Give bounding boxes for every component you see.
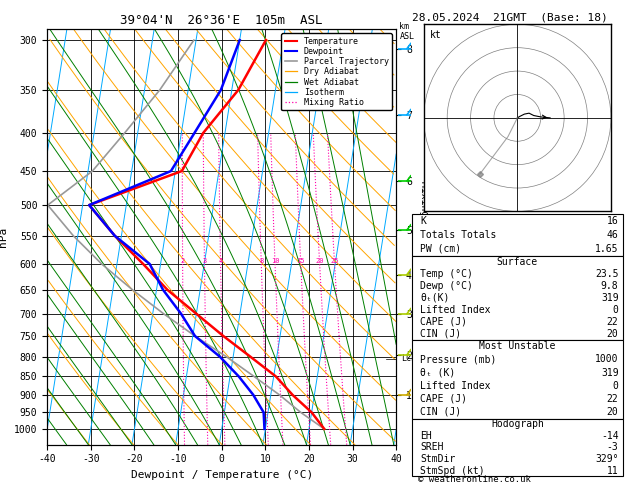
Text: 9.8: 9.8: [601, 281, 618, 291]
X-axis label: Dewpoint / Temperature (°C): Dewpoint / Temperature (°C): [131, 470, 313, 480]
Text: 2: 2: [181, 258, 185, 264]
Text: CIN (J): CIN (J): [420, 407, 462, 417]
Text: θₜ(K): θₜ(K): [420, 293, 450, 303]
Text: LCL: LCL: [401, 354, 416, 364]
Text: 22: 22: [607, 394, 618, 404]
Text: km
ASL: km ASL: [399, 22, 415, 41]
Text: 20: 20: [607, 329, 618, 339]
Text: Lifted Index: Lifted Index: [420, 305, 491, 315]
Text: CAPE (J): CAPE (J): [420, 317, 467, 327]
Text: 0: 0: [613, 305, 618, 315]
Text: PW (cm): PW (cm): [420, 244, 462, 254]
Text: 319: 319: [601, 293, 618, 303]
Text: SREH: SREH: [420, 442, 444, 452]
Text: 16: 16: [607, 216, 618, 226]
Text: Lifted Index: Lifted Index: [420, 381, 491, 391]
Text: 1000: 1000: [595, 354, 618, 364]
Text: 23.5: 23.5: [595, 269, 618, 279]
Text: 20: 20: [607, 407, 618, 417]
Text: kt: kt: [430, 30, 441, 40]
Text: 329°: 329°: [595, 454, 618, 464]
Text: Surface: Surface: [497, 257, 538, 267]
Text: 4: 4: [218, 258, 223, 264]
Text: StmSpd (kt): StmSpd (kt): [420, 466, 485, 475]
Text: CAPE (J): CAPE (J): [420, 394, 467, 404]
Text: -3: -3: [607, 442, 618, 452]
Text: Most Unstable: Most Unstable: [479, 341, 555, 351]
Text: θₜ (K): θₜ (K): [420, 367, 455, 378]
Text: 319: 319: [601, 367, 618, 378]
Bar: [412, 214, 623, 256]
Text: Totals Totals: Totals Totals: [420, 230, 497, 240]
Text: Hodograph: Hodograph: [491, 419, 544, 429]
Text: 10: 10: [270, 258, 279, 264]
Text: Temp (°C): Temp (°C): [420, 269, 473, 279]
Y-axis label: hPa: hPa: [0, 227, 8, 247]
Bar: [412, 340, 623, 418]
Text: 22: 22: [607, 317, 618, 327]
Text: 8: 8: [259, 258, 264, 264]
Title: 39°04'N  26°36'E  105m  ASL: 39°04'N 26°36'E 105m ASL: [121, 14, 323, 27]
Text: K: K: [420, 216, 426, 226]
Bar: [412, 256, 623, 340]
Text: CIN (J): CIN (J): [420, 329, 462, 339]
Text: Dewp (°C): Dewp (°C): [420, 281, 473, 291]
Text: 46: 46: [607, 230, 618, 240]
Text: 15: 15: [296, 258, 305, 264]
Text: EH: EH: [420, 431, 432, 441]
Text: StmDir: StmDir: [420, 454, 455, 464]
Text: -14: -14: [601, 431, 618, 441]
Bar: [412, 418, 623, 476]
Text: © weatheronline.co.uk: © weatheronline.co.uk: [418, 474, 531, 484]
Text: 0: 0: [613, 381, 618, 391]
Legend: Temperature, Dewpoint, Parcel Trajectory, Dry Adiabat, Wet Adiabat, Isotherm, Mi: Temperature, Dewpoint, Parcel Trajectory…: [281, 34, 392, 110]
Y-axis label: Mixing Ratio (g/kg): Mixing Ratio (g/kg): [418, 181, 428, 293]
Text: 3: 3: [203, 258, 206, 264]
Text: 28.05.2024  21GMT  (Base: 18): 28.05.2024 21GMT (Base: 18): [412, 12, 608, 22]
Text: 20: 20: [315, 258, 324, 264]
Text: Pressure (mb): Pressure (mb): [420, 354, 497, 364]
Text: 25: 25: [330, 258, 339, 264]
Text: 1.65: 1.65: [595, 244, 618, 254]
Text: 11: 11: [607, 466, 618, 475]
